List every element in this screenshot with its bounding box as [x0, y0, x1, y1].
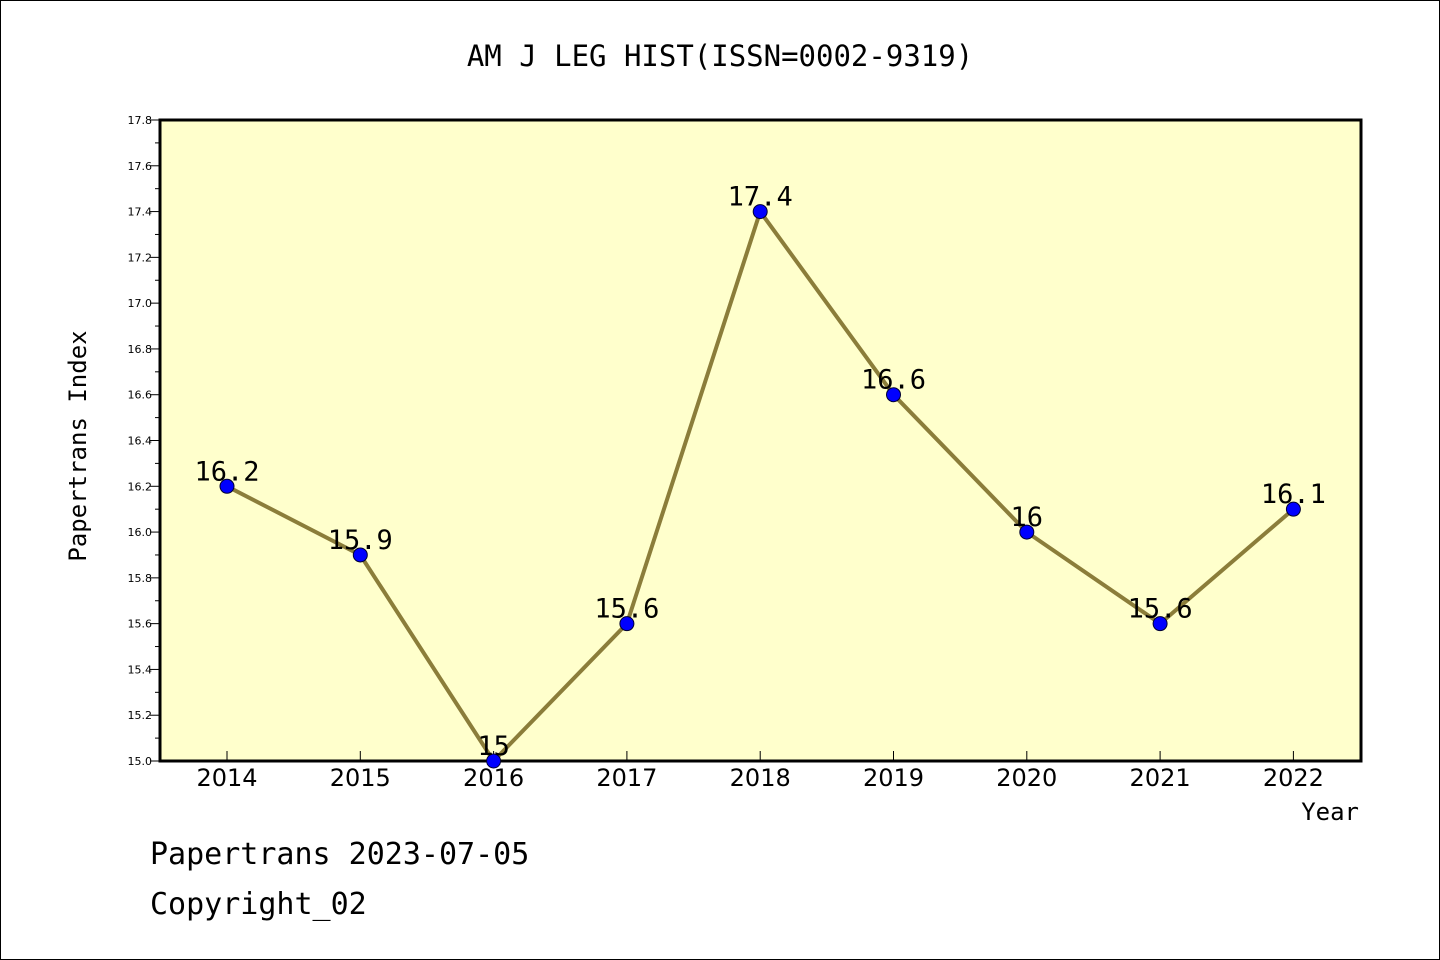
- y-tick-label: 17.0: [128, 297, 153, 310]
- data-label: 17.4: [728, 182, 793, 213]
- x-tick-label: 2015: [330, 764, 391, 792]
- y-tick-label: 17.6: [128, 160, 153, 173]
- x-axis-label: Year: [1301, 798, 1359, 826]
- data-label: 16.6: [861, 365, 926, 396]
- y-tick-label: 16.4: [128, 435, 153, 448]
- data-point: [752, 204, 768, 220]
- data-point: [219, 478, 235, 494]
- y-tick-label: 15.8: [128, 572, 153, 585]
- y-tick-label: 17.2: [128, 251, 153, 264]
- footer-copyright: Copyright_02: [150, 887, 367, 922]
- x-tick-label: 2019: [863, 764, 924, 792]
- x-tick-label: 2018: [730, 764, 791, 792]
- y-tick-label: 16.0: [128, 526, 153, 539]
- data-point: [1152, 616, 1168, 632]
- data-label: 16.1: [1261, 479, 1326, 510]
- x-tick-label: 2022: [1263, 764, 1324, 792]
- y-tick-label: 15.4: [128, 663, 153, 676]
- y-tick-label: 15.6: [128, 618, 153, 631]
- data-point: [619, 616, 635, 632]
- x-tick-label: 2020: [996, 764, 1057, 792]
- data-label: 16.2: [194, 456, 259, 487]
- plot-area: [158, 118, 1363, 763]
- y-tick-label: 17.4: [128, 206, 153, 219]
- series-papertrans-index: 16.2 15.9 15 15.6 17.4 16.6 16 15.6 16.1: [194, 182, 1326, 769]
- x-axis: 2014 2015 2016 2017 2018 2019 2020 2021 2022: [196, 751, 1324, 792]
- y-tick-label: 17.8: [128, 114, 153, 127]
- y-tick-label: 16.2: [128, 480, 153, 493]
- data-label: 15.9: [328, 525, 393, 556]
- data-label: 16: [1011, 502, 1044, 533]
- y-tick-label: 15.2: [128, 709, 153, 722]
- x-tick-label: 2021: [1130, 764, 1191, 792]
- data-point: [1285, 501, 1301, 517]
- y-tick-label: 15.0: [128, 755, 153, 768]
- data-point: [1019, 524, 1035, 540]
- footer-date: Papertrans 2023-07-05: [150, 837, 529, 872]
- x-tick-label: 2016: [463, 764, 524, 792]
- y-tick-label: 16.8: [128, 343, 153, 356]
- x-tick-label: 2017: [596, 764, 657, 792]
- data-label: 15.6: [1128, 594, 1193, 625]
- y-axis: 15.0 15.2 15.4 15.6 15.8 16.0 16.2 16.4 16.6 16.8…: [128, 114, 160, 768]
- y-tick-label: 16.6: [128, 389, 153, 402]
- data-point: [486, 753, 502, 769]
- data-point: [886, 387, 901, 403]
- y-axis-label: Papertrans Index: [64, 330, 92, 561]
- data-label: 15: [477, 731, 510, 762]
- x-tick-label: 2014: [196, 764, 257, 792]
- chart-title: AM J LEG HIST(ISSN=0002-9319): [467, 39, 973, 73]
- data-point: [352, 547, 368, 563]
- data-label: 15.6: [594, 594, 659, 625]
